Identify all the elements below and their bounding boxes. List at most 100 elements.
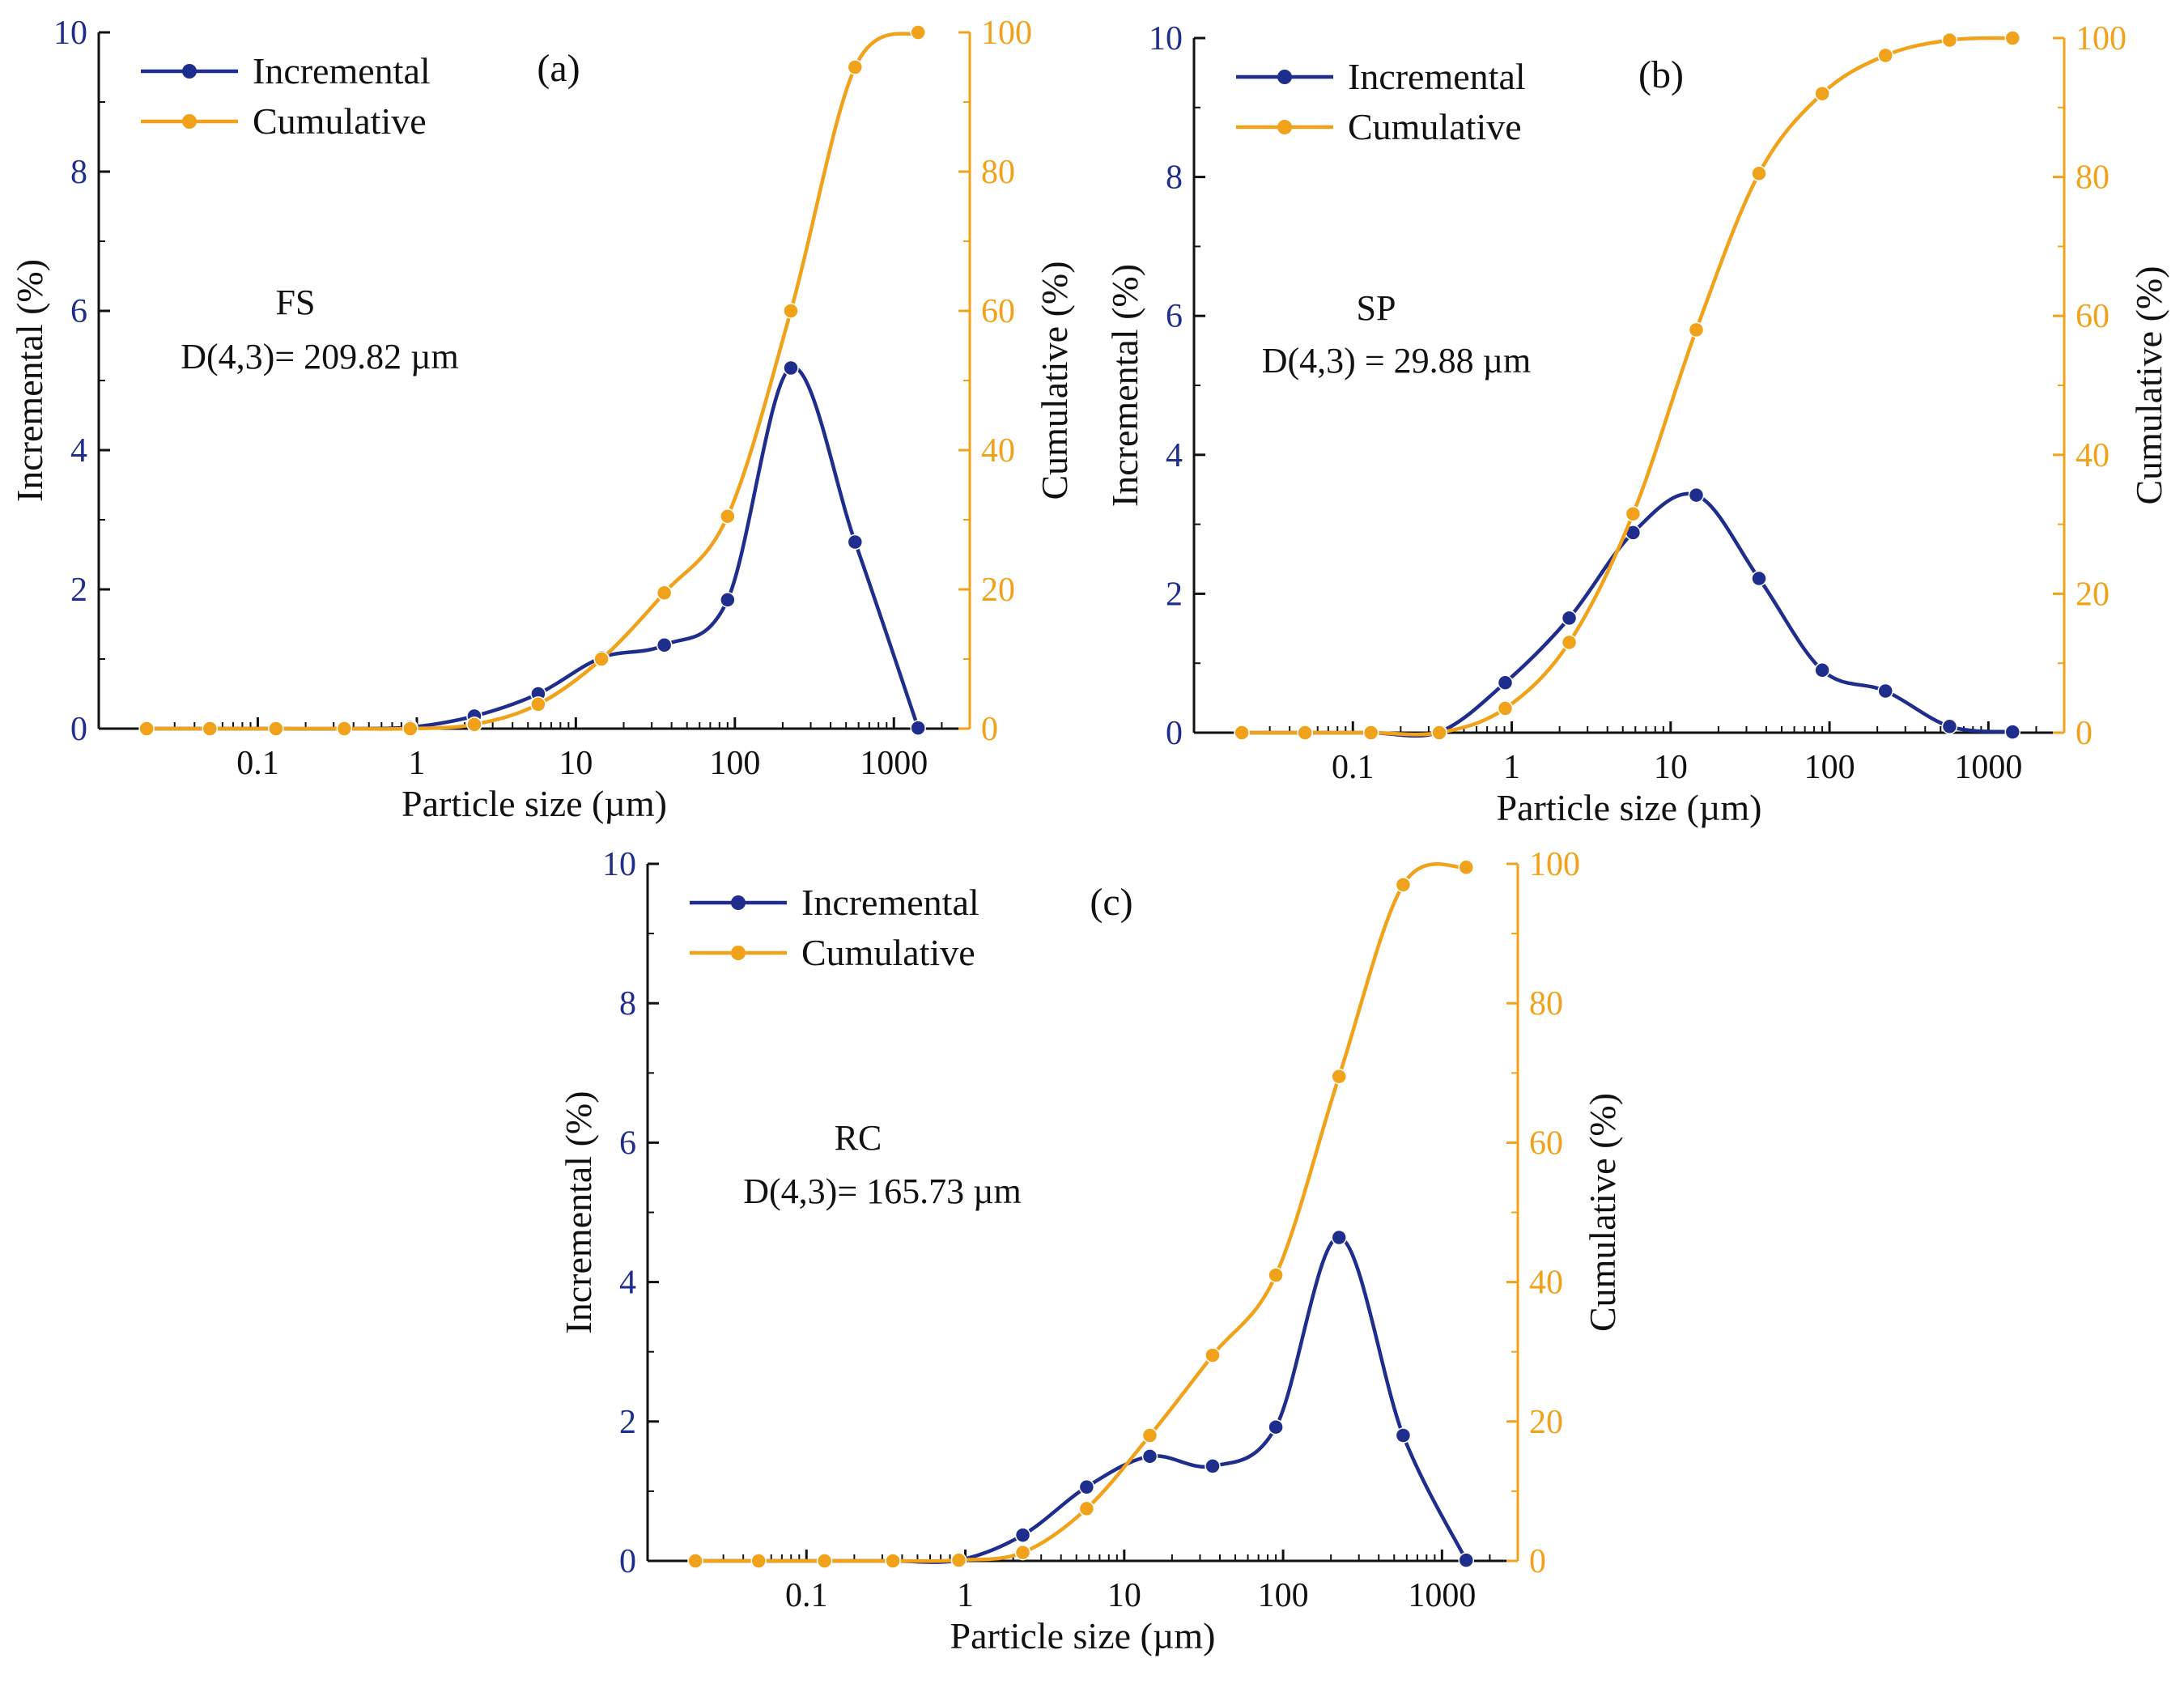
cumulative-data-point — [1751, 165, 1767, 182]
x-tick-label: 100 — [1258, 1577, 1309, 1614]
right-tick-label: 100 — [1529, 846, 1580, 883]
incremental-data-point — [1014, 1527, 1031, 1543]
cumulative-data-point — [687, 1553, 703, 1569]
incremental-data-point — [1814, 662, 1830, 678]
cumulative-data-point — [950, 1552, 967, 1568]
incremental-data-point — [1395, 1427, 1412, 1444]
cumulative-data-point — [1561, 634, 1578, 651]
right-tick-label: 20 — [2076, 576, 2110, 613]
right-tick-label: 0 — [2076, 715, 2093, 752]
cumulative-data-point — [1297, 725, 1313, 741]
incremental-data-point — [1497, 674, 1514, 691]
right-tick-label: 40 — [981, 432, 1015, 470]
left-tick-label: 2 — [1166, 576, 1183, 613]
left-tick-label: 6 — [70, 293, 87, 330]
sample-name: FS — [276, 283, 316, 322]
legend-marker-cumulative — [731, 946, 746, 960]
cumulative-data-point — [1395, 877, 1412, 893]
left-tick-label: 6 — [619, 1125, 636, 1162]
right-tick-label: 80 — [2076, 159, 2110, 197]
left-tick-label: 0 — [619, 1543, 636, 1580]
x-tick-label: 100 — [1804, 749, 1855, 786]
incremental-data-point — [783, 359, 799, 376]
cumulative-data-point — [910, 24, 926, 40]
left-tick-label: 8 — [619, 985, 636, 1023]
cumulative-data-point — [1688, 321, 1705, 338]
cumulative-data-point — [1362, 725, 1379, 741]
incremental-data-point — [720, 592, 736, 608]
right-tick-label: 80 — [1529, 985, 1563, 1023]
right-tick-label: 20 — [981, 572, 1015, 609]
left-tick-label: 6 — [1166, 298, 1183, 335]
cumulative-data-point — [2004, 30, 2020, 46]
cumulative-data-point — [593, 651, 610, 667]
incremental-data-point — [656, 637, 673, 653]
legend-marker-cumulative — [182, 114, 197, 129]
x-tick-label: 1 — [957, 1577, 974, 1614]
cumulative-data-point — [816, 1553, 833, 1569]
incremental-data-point — [2004, 724, 2020, 740]
sample-name: SP — [1357, 288, 1396, 328]
panel-label: (a) — [537, 47, 580, 90]
incremental-data-point — [910, 720, 926, 736]
legend-marker-cumulative — [1277, 120, 1292, 134]
left-tick-label: 10 — [602, 846, 636, 883]
mean-diameter-annotation: D(4,3)= 209.82 µm — [181, 337, 458, 376]
right-tick-label: 20 — [1529, 1404, 1563, 1441]
right-axis-title: Cumulative (%) — [1034, 261, 1075, 500]
cumulative-data-point — [1234, 725, 1250, 741]
right-axis-title: Cumulative (%) — [1582, 1093, 1623, 1332]
incremental-data-point — [847, 534, 864, 551]
cumulative-curve — [695, 862, 1467, 1563]
cumulative-data-point — [1625, 505, 1642, 522]
left-tick-label: 2 — [70, 572, 87, 609]
panel-label: (c) — [1090, 881, 1132, 924]
left-tick-label: 4 — [619, 1265, 636, 1302]
cumulative-data-point — [1331, 1068, 1347, 1085]
left-tick-label: 0 — [1166, 715, 1183, 752]
incremental-data-point — [1561, 610, 1578, 627]
x-tick-label: 100 — [709, 745, 760, 782]
x-tick-label: 10 — [559, 745, 593, 782]
left-axis-title: Incremental (%) — [1104, 264, 1145, 507]
incremental-data-point — [1268, 1418, 1284, 1435]
x-tick-label: 0.1 — [785, 1577, 828, 1614]
right-tick-label: 60 — [1529, 1125, 1563, 1162]
legend-label: Incremental — [1348, 56, 1526, 97]
cumulative-data-point — [1497, 700, 1514, 716]
cumulative-data-point — [720, 508, 736, 525]
legend-marker-incremental — [1277, 70, 1292, 84]
left-tick-label: 0 — [70, 711, 87, 748]
x-tick-label: 1000 — [1408, 1577, 1476, 1614]
cumulative-data-point — [783, 303, 799, 319]
panel-label: (b) — [1638, 53, 1684, 96]
cumulative-data-point — [402, 721, 419, 737]
cumulative-data-point — [847, 59, 864, 75]
cumulative-data-point — [1268, 1267, 1284, 1283]
legend-marker-incremental — [731, 895, 746, 910]
incremental-data-point — [1751, 570, 1767, 587]
right-tick-label: 0 — [1529, 1543, 1546, 1580]
legend-label: Cumulative — [1348, 106, 1522, 147]
cumulative-data-point — [202, 721, 219, 737]
legend-label: Cumulative — [801, 932, 975, 973]
legend-label: Incremental — [253, 50, 431, 91]
x-tick-label: 10 — [1107, 1577, 1141, 1614]
left-tick-label: 8 — [70, 154, 87, 191]
left-tick-label: 10 — [1149, 20, 1183, 57]
cumulative-data-point — [1014, 1544, 1031, 1561]
right-axis-title: Cumulative (%) — [2128, 266, 2169, 504]
right-tick-label: 100 — [2076, 20, 2127, 57]
incremental-curve — [147, 365, 920, 731]
left-tick-label: 4 — [70, 432, 87, 470]
left-tick-label: 4 — [1166, 437, 1183, 474]
x-tick-label: 1000 — [1954, 749, 2022, 786]
incremental-data-point — [1205, 1458, 1221, 1474]
right-tick-label: 100 — [981, 15, 1032, 52]
cumulative-data-point — [1877, 47, 1893, 64]
cumulative-data-point — [1431, 725, 1447, 741]
